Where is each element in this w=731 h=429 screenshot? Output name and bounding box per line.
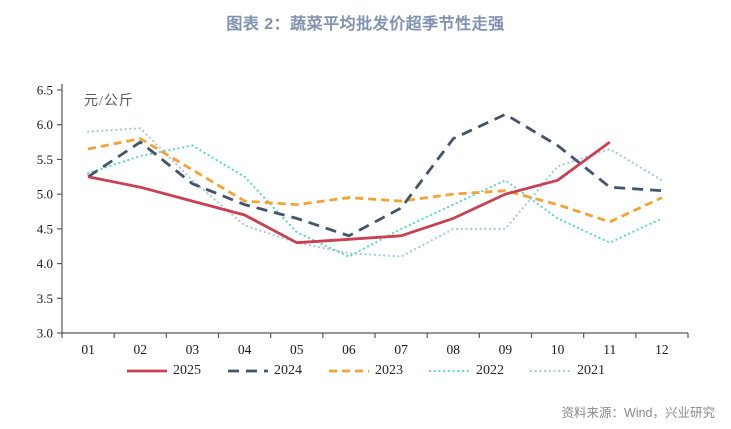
series-line-2021 xyxy=(86,127,664,258)
x-tick-label: 04 xyxy=(238,342,252,357)
y-tick-label: 4.0 xyxy=(37,256,53,271)
legend-label: 2023 xyxy=(375,363,403,378)
x-tick-label: 09 xyxy=(499,342,513,357)
x-tick-label: 03 xyxy=(186,342,200,357)
x-tick-label: 01 xyxy=(81,342,95,357)
legend-line-sample xyxy=(329,369,369,373)
chart-legend: 2025 2024 2023 2022 2021 xyxy=(0,363,731,379)
y-tick-label: 4.5 xyxy=(37,221,53,236)
y-tick-label: 3.0 xyxy=(37,326,53,341)
source-note: 资料来源：Wind，兴业研究 xyxy=(561,406,715,420)
x-tick-label: 06 xyxy=(342,342,356,357)
series-line-2023 xyxy=(87,137,663,224)
x-tick-label: 02 xyxy=(134,342,148,357)
legend-label: 2021 xyxy=(577,363,605,378)
y-tick-label: 5.5 xyxy=(37,152,53,167)
legend-line-sample xyxy=(530,369,572,373)
legend-line-sample xyxy=(127,369,167,373)
x-tick-label: 12 xyxy=(655,342,669,357)
series-line-2024 xyxy=(87,112,662,238)
legend-item-2022: 2022 xyxy=(429,363,504,379)
legend-item-2024: 2024 xyxy=(227,363,302,379)
legend-line-sample xyxy=(228,369,268,373)
series-line-2025 xyxy=(87,140,611,245)
legend-label: 2024 xyxy=(274,363,302,378)
legend-item-2025: 2025 xyxy=(126,363,201,379)
legend-line-sample xyxy=(429,369,471,373)
y-axis-unit-label: 元/公斤 xyxy=(84,94,134,109)
chart-area: 6.5 6.0 5.5 5.0 4.5 4.0 3.5 3.0 01 02 03 04 05 06 07 08… xyxy=(20,70,720,370)
legend-item-2021: 2021 xyxy=(530,363,605,379)
x-tick-label: 05 xyxy=(290,342,304,357)
x-tick-label: 07 xyxy=(394,342,408,357)
legend-item-2023: 2023 xyxy=(328,363,403,379)
x-tick-label: 10 xyxy=(551,342,565,357)
y-tick-label: 5.0 xyxy=(37,187,53,202)
y-tick-label: 3.5 xyxy=(37,291,53,306)
x-tick-label: 08 xyxy=(447,342,461,357)
y-tick-label: 6.5 xyxy=(37,83,53,98)
legend-label: 2022 xyxy=(476,363,504,378)
price-chart: 6.5 6.0 5.5 5.0 4.5 4.0 3.5 3.0 01 02 03 04 05 06 07 08… xyxy=(37,83,689,357)
y-tick-label: 6.0 xyxy=(37,117,53,132)
series-line-2022 xyxy=(86,144,664,258)
x-tick-label: 11 xyxy=(603,342,616,357)
legend-label: 2025 xyxy=(173,363,201,378)
page-title: 图表 2：蔬菜平均批发价超季节性走强 xyxy=(226,16,505,33)
